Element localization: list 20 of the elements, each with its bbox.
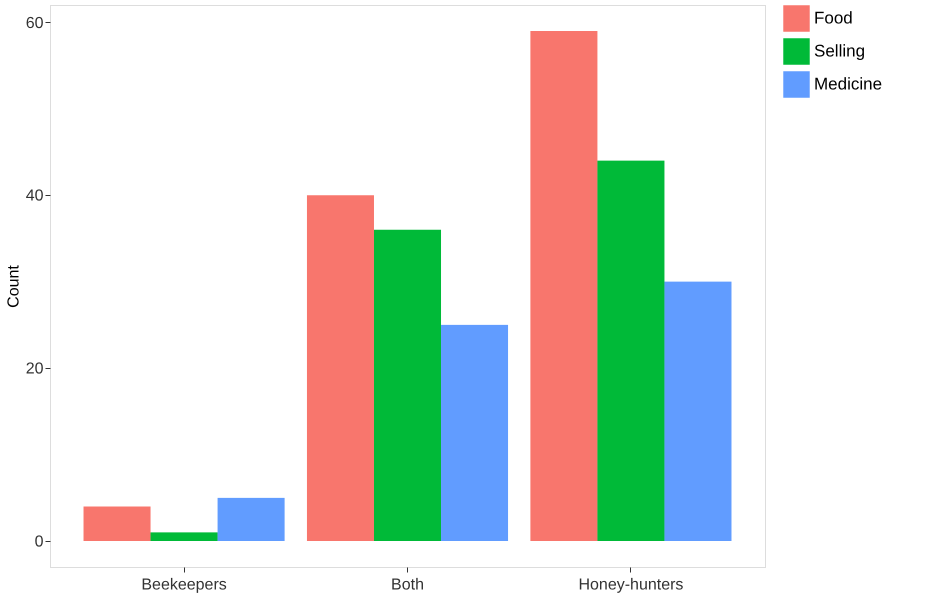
bar (150, 532, 218, 542)
y-tick-label: 20 (26, 360, 44, 378)
y-tick-label: 40 (26, 188, 44, 205)
bar (441, 324, 508, 542)
bar (530, 30, 598, 542)
bar (597, 160, 664, 542)
bar (306, 195, 374, 542)
x-tick-label: Both (391, 576, 424, 594)
bar (84, 506, 151, 542)
legend-label: Medicine (814, 74, 882, 94)
y-tick-label: 0 (34, 534, 44, 551)
bar (218, 498, 285, 542)
x-tick-label: Honey-hunters (578, 576, 684, 594)
bar (374, 230, 442, 542)
legend-label: Selling (814, 42, 866, 60)
bar (664, 282, 732, 542)
y-tick-label: 60 (26, 14, 44, 32)
legend-label: Food (814, 8, 853, 28)
x-tick-label: Beekeepers (141, 576, 227, 594)
y-axis-title: Count (6, 264, 23, 308)
